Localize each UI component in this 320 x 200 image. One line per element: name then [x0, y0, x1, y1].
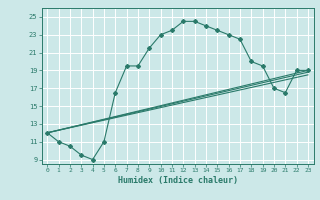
X-axis label: Humidex (Indice chaleur): Humidex (Indice chaleur) [118, 176, 237, 185]
